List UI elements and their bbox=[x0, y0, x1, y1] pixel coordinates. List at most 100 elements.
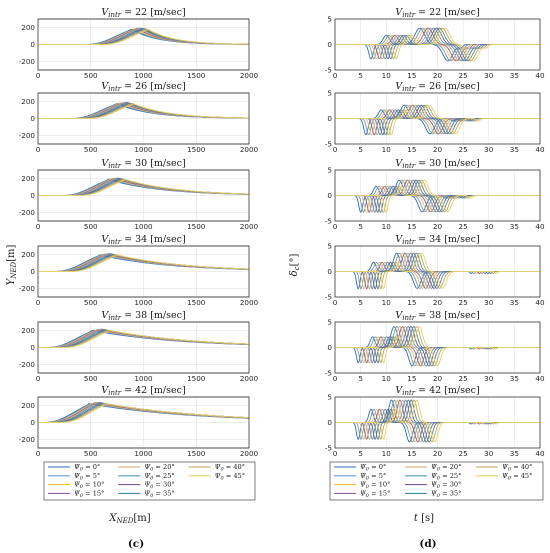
legend-entry-psi-40: Ψ0 = 40° bbox=[188, 463, 245, 473]
series-group bbox=[38, 328, 249, 348]
series-line-psi-45 bbox=[38, 329, 249, 348]
x-tick-label: 500 bbox=[84, 449, 98, 458]
x-tick-label: 2000 bbox=[240, 298, 259, 307]
y-tick-label: 200 bbox=[21, 23, 35, 32]
legend-entry-psi-35: Ψ0 = 35° bbox=[405, 489, 461, 499]
y-tick-label: 200 bbox=[21, 326, 35, 335]
x-tick-label: 2000 bbox=[240, 145, 259, 154]
legend-box bbox=[43, 461, 256, 501]
subplot-title: Vintr = 34 [m/sec] bbox=[101, 234, 185, 246]
y-tick-label: 200 bbox=[21, 97, 35, 106]
x-tick-label: 0 bbox=[36, 298, 41, 307]
series-line-psi-45 bbox=[335, 252, 540, 290]
legend-label: Ψ0 = 15° bbox=[360, 489, 390, 499]
x-tick-label: 35 bbox=[510, 222, 519, 231]
legend-entry-psi-15: Ψ0 = 15° bbox=[48, 489, 104, 499]
y-tick-label: 5 bbox=[327, 15, 332, 24]
x-tick-label: 500 bbox=[84, 222, 98, 231]
x-tick-label: 500 bbox=[84, 298, 98, 307]
plot-border bbox=[334, 18, 541, 71]
y-tick-label: 0 bbox=[327, 343, 332, 352]
x-tick-label: 0 bbox=[333, 449, 338, 458]
legend-label: Ψ0 = 40° bbox=[215, 463, 245, 473]
subplot-title: Vintr = 22 [m/sec] bbox=[395, 7, 479, 19]
y-tick-label: -5 bbox=[325, 293, 332, 302]
y-tick-label: -200 bbox=[19, 360, 36, 369]
y-tick-label: 0 bbox=[30, 191, 35, 200]
series-line-psi-45 bbox=[38, 103, 249, 119]
y-tick-label: 0 bbox=[327, 40, 332, 49]
series-group bbox=[335, 27, 540, 62]
plot-border bbox=[37, 92, 250, 145]
legend-label: Ψ0 = 30° bbox=[144, 481, 174, 491]
y-tick-label: -5 bbox=[325, 369, 332, 378]
subplot-title: Vintr = 26 [m/sec] bbox=[101, 81, 185, 93]
x-tick-label: 30 bbox=[484, 71, 494, 80]
x-tick-label: 1500 bbox=[187, 449, 206, 458]
plot-border bbox=[37, 18, 250, 71]
x-tick-label: 10 bbox=[382, 374, 392, 383]
legend-entry-psi-0: Ψ0 = 0° bbox=[48, 463, 100, 473]
legend-c: Ψ0 = 0°Ψ0 = 5°Ψ0 = 10°Ψ0 = 15°Ψ0 = 20°Ψ0… bbox=[43, 461, 256, 501]
legend-entry-psi-45: Ψ0 = 45° bbox=[476, 472, 532, 481]
legend-label: Ψ0 = 0° bbox=[360, 463, 386, 473]
y-tick-label: -200 bbox=[19, 131, 36, 140]
plot-border bbox=[334, 396, 541, 449]
series-group bbox=[335, 252, 540, 290]
y-tick-label: -5 bbox=[325, 140, 332, 149]
x-tick-label: 2000 bbox=[240, 374, 259, 383]
legend-label: Ψ0 = 10° bbox=[74, 481, 104, 491]
series-line-psi-45 bbox=[335, 399, 540, 443]
x-tick-label: 5 bbox=[358, 222, 363, 231]
legend-label: Ψ0 = 40° bbox=[502, 463, 532, 473]
legend-label: Ψ0 = 25° bbox=[431, 472, 461, 482]
x-tick-label: 10 bbox=[382, 222, 392, 231]
legend-entry-psi-5: Ψ0 = 5° bbox=[48, 472, 100, 482]
x-tick-label: 30 bbox=[484, 222, 494, 231]
y-tick-label: 5 bbox=[327, 89, 332, 98]
legend-label: Ψ0 = 35° bbox=[431, 489, 461, 499]
x-tick-label: 20 bbox=[433, 222, 443, 231]
y-tick-label: 0 bbox=[327, 267, 332, 276]
x-tick-label: 25 bbox=[459, 71, 468, 80]
x-tick-label: 1500 bbox=[187, 374, 206, 383]
x-tick-label: 1000 bbox=[134, 145, 153, 154]
legend-label: Ψ0 = 5° bbox=[360, 472, 386, 482]
x-tick-label: 30 bbox=[484, 145, 494, 154]
y-tick-label: 5 bbox=[327, 318, 332, 327]
x-tick-label: 2000 bbox=[240, 449, 259, 458]
x-tick-label: 1500 bbox=[187, 71, 206, 80]
series-group bbox=[335, 179, 540, 213]
legend-entry-psi-25: Ψ0 = 25° bbox=[405, 472, 461, 482]
x-tick-label: 0 bbox=[333, 145, 338, 154]
x-tick-label: 25 bbox=[459, 298, 468, 307]
x-tick-label: 1500 bbox=[187, 222, 206, 231]
x-tick-label: 0 bbox=[333, 71, 338, 80]
x-tick-label: 20 bbox=[433, 449, 443, 458]
plot-border bbox=[334, 92, 541, 145]
x-tick-label: 0 bbox=[333, 374, 338, 383]
x-tick-label: 15 bbox=[407, 449, 416, 458]
x-tick-label: 1000 bbox=[134, 222, 153, 231]
x-tick-label: 25 bbox=[459, 374, 468, 383]
series-group bbox=[38, 27, 249, 45]
plot-border bbox=[334, 321, 541, 374]
series-line-psi-45 bbox=[335, 326, 540, 367]
x-tick-label: 10 bbox=[382, 449, 392, 458]
legend-label: Ψ0 = 5° bbox=[74, 472, 100, 482]
legend-entry-psi-10: Ψ0 = 10° bbox=[334, 481, 390, 490]
legend-label: Ψ0 = 20° bbox=[431, 463, 461, 473]
x-tick-label: 5 bbox=[358, 145, 363, 154]
x-tick-label: 30 bbox=[484, 374, 494, 383]
legend-label: Ψ0 = 25° bbox=[144, 472, 174, 482]
subplot-title: Vintr = 26 [m/sec] bbox=[395, 81, 479, 93]
x-tick-label: 5 bbox=[358, 298, 363, 307]
subplot-title: Vintr = 22 [m/sec] bbox=[101, 7, 185, 19]
